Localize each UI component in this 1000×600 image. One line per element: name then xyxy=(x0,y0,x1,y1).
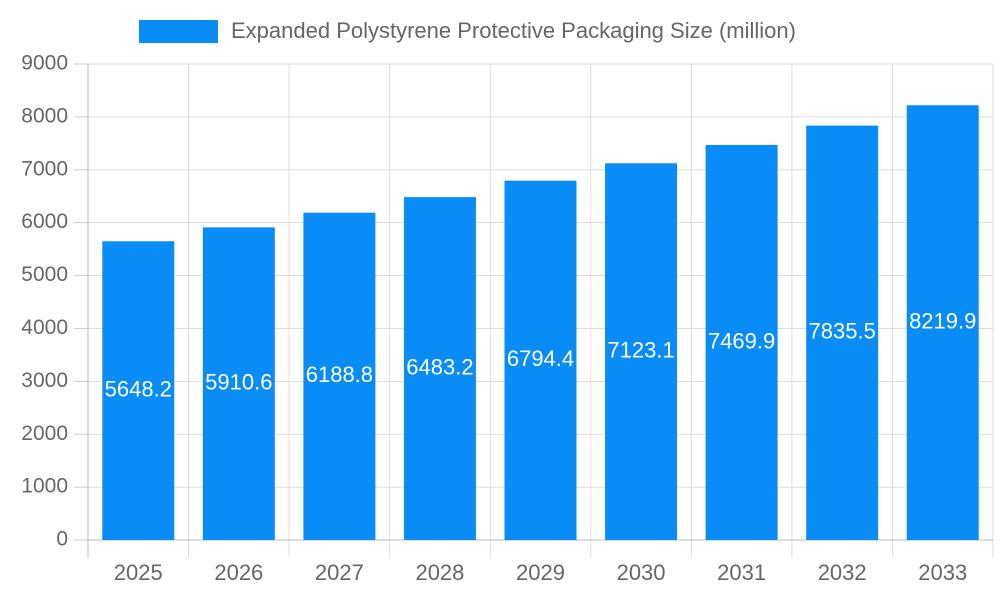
y-tick-label: 8000 xyxy=(21,104,68,127)
data-label: 7469.9 xyxy=(708,328,775,353)
bar xyxy=(504,180,577,540)
legend-label: Expanded Polystyrene Protective Packagin… xyxy=(231,18,796,43)
bar xyxy=(806,125,879,540)
bar xyxy=(403,197,476,540)
y-tick-label: 6000 xyxy=(21,210,68,233)
x-tick-label: 2025 xyxy=(114,560,163,585)
x-tick-label: 2027 xyxy=(315,560,364,585)
y-tick-label: 7000 xyxy=(21,157,68,180)
bar xyxy=(102,241,175,540)
data-label: 6794.4 xyxy=(507,346,574,371)
bar xyxy=(705,144,778,540)
x-tick-label: 2030 xyxy=(617,560,666,585)
y-tick-label: 3000 xyxy=(21,369,68,392)
bar xyxy=(906,105,979,541)
legend-swatch xyxy=(139,20,218,43)
data-label: 8219.9 xyxy=(909,308,976,333)
y-tick-label: 9000 xyxy=(21,52,68,75)
x-tick-label: 2031 xyxy=(717,560,766,585)
y-tick-label: 4000 xyxy=(21,316,68,339)
x-tick-label: 2029 xyxy=(516,560,565,585)
data-label: 7835.5 xyxy=(809,319,876,344)
bar xyxy=(605,163,678,540)
x-tick-label: 2026 xyxy=(214,560,263,585)
y-tick-label: 5000 xyxy=(21,263,68,286)
bar xyxy=(303,212,376,540)
y-tick-label: 2000 xyxy=(21,422,68,445)
x-tick-label: 2032 xyxy=(818,560,867,585)
bar xyxy=(202,227,275,540)
y-tick-label: 1000 xyxy=(21,475,68,498)
data-label: 6483.2 xyxy=(406,354,473,379)
data-label: 6188.8 xyxy=(306,362,373,387)
data-label: 7123.1 xyxy=(607,337,674,362)
x-tick-label: 2033 xyxy=(918,560,967,585)
y-tick-label: 0 xyxy=(56,528,68,551)
data-label: 5648.2 xyxy=(105,376,172,401)
data-label: 5910.6 xyxy=(205,370,272,395)
x-tick-label: 2028 xyxy=(415,560,464,585)
